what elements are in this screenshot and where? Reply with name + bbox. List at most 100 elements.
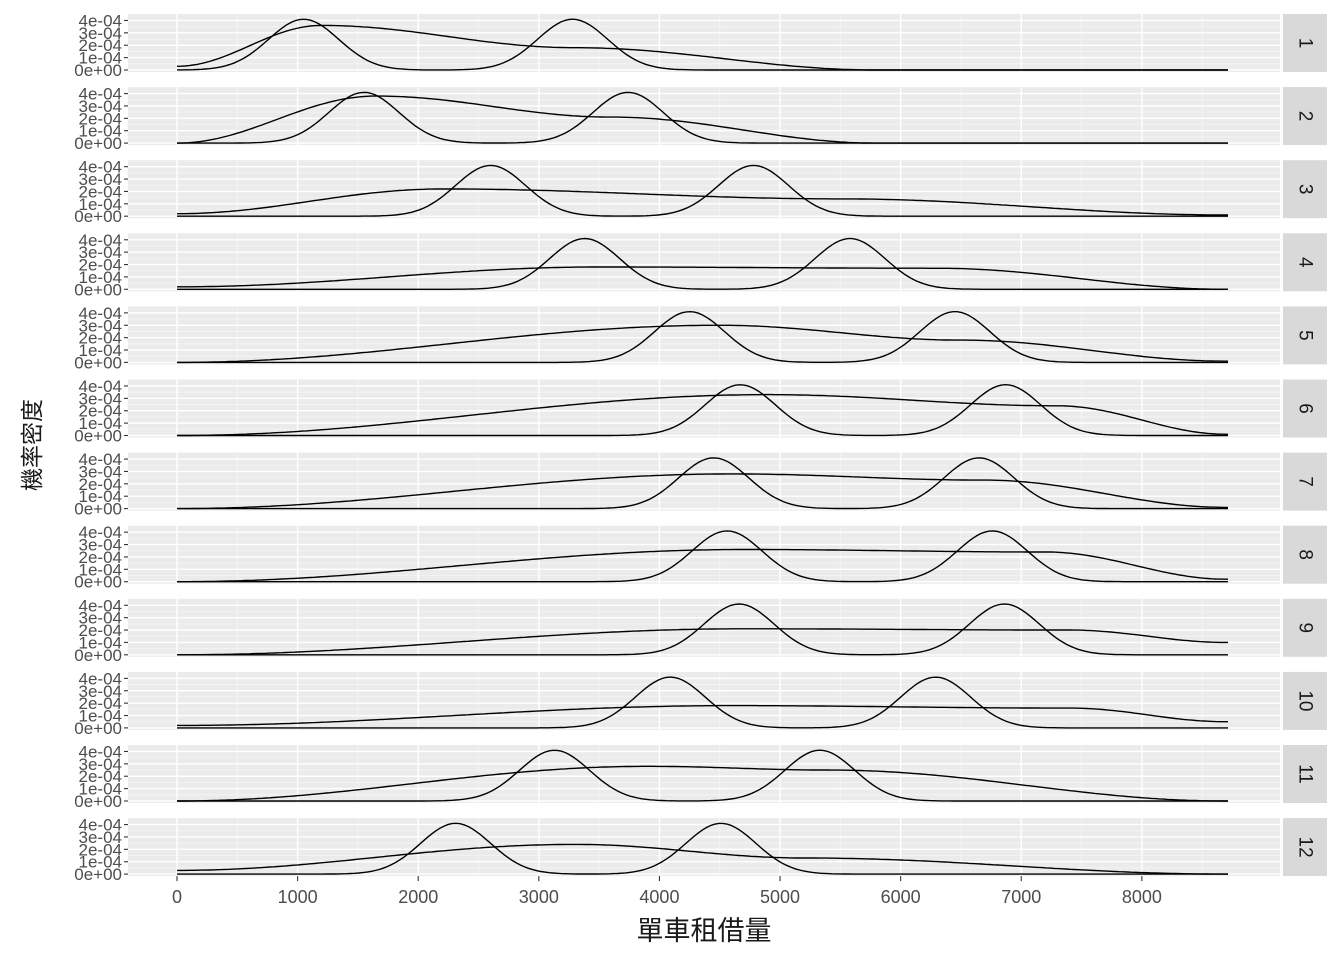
panel-background: [128, 452, 1280, 511]
y-tick-label: 4e-04: [79, 377, 122, 396]
y-axis-title: 機率密度: [20, 399, 46, 491]
y-tick-label: 0e+00: [74, 61, 122, 80]
y-tick-label: 2e-04: [79, 475, 122, 494]
facet-strip: [1283, 525, 1327, 584]
y-tick-label: 3e-04: [79, 316, 122, 335]
density-curve-bimodal: [177, 822, 1228, 875]
y-tick-label: 0e+00: [74, 792, 122, 811]
facet-strip: [1283, 160, 1327, 219]
density-curve-broad: [177, 393, 1229, 437]
facet-strip-label: 7: [1295, 476, 1316, 487]
density-curve-bimodal: [177, 237, 1228, 290]
y-tick-label: 1e-04: [79, 853, 122, 872]
density-curve-broad: [177, 266, 1228, 290]
facet-strip-label: 8: [1295, 549, 1316, 560]
facet-strip: [1283, 818, 1327, 877]
y-tick-label: 0e+00: [74, 280, 122, 299]
facet-strip: [1283, 671, 1327, 730]
density-curve-broad: [177, 628, 1228, 656]
y-tick-label: 3e-04: [79, 389, 122, 408]
panel-background: [128, 14, 1280, 72]
y-tick-label: 3e-04: [79, 536, 122, 555]
facet-strip: [1283, 306, 1327, 365]
y-tick-label: 1e-04: [79, 414, 122, 433]
y-tick-label: 4e-04: [79, 816, 122, 835]
panel-background: [128, 525, 1280, 584]
y-tick-label: 3e-04: [79, 828, 122, 847]
x-tick-label: 7000: [1001, 887, 1041, 907]
y-tick-label: 3e-04: [79, 170, 122, 189]
y-tick-label: 3e-04: [79, 609, 122, 628]
y-tick-label: 4e-04: [79, 304, 122, 323]
facet-strip-label: 4: [1295, 257, 1316, 268]
y-tick-label: 0e+00: [74, 573, 122, 592]
y-tick-label: 3e-04: [79, 682, 122, 701]
y-tick-label: 1e-04: [79, 341, 122, 360]
y-tick-label: 4e-04: [79, 11, 122, 30]
y-tick-label: 1e-04: [79, 487, 122, 506]
x-tick-label: 5000: [760, 887, 800, 907]
facet-strip: [1283, 379, 1327, 438]
density-curve-bimodal: [177, 603, 1228, 656]
y-tick-label: 4e-04: [79, 231, 122, 250]
y-tick-label: 2e-04: [79, 548, 122, 567]
y-tick-label: 4e-04: [79, 523, 122, 542]
y-tick-label: 2e-04: [79, 109, 122, 128]
x-tick-label: 8000: [1122, 887, 1162, 907]
y-tick-label: 4e-04: [79, 450, 122, 469]
y-tick-label: 0e+00: [74, 353, 122, 372]
x-axis-title: 單車租借量: [637, 916, 772, 947]
y-tick-label: 4e-04: [79, 742, 122, 761]
facet-strip-label: 2: [1295, 111, 1316, 122]
y-tick-label: 2e-04: [79, 840, 122, 859]
density-curve-bimodal: [177, 164, 1228, 217]
y-tick-label: 1e-04: [79, 707, 122, 726]
y-tick-label: 0e+00: [74, 134, 122, 153]
panel-background: [128, 160, 1280, 219]
y-tick-label: 1e-04: [79, 560, 122, 579]
y-tick-label: 2e-04: [79, 621, 122, 640]
y-tick-label: 2e-04: [79, 402, 122, 421]
y-tick-label: 0e+00: [74, 719, 122, 738]
x-tick-label: 3000: [519, 887, 559, 907]
y-tick-label: 0e+00: [74, 865, 122, 884]
y-tick-label: 0e+00: [74, 646, 122, 665]
facet-strip: [1283, 452, 1327, 511]
density-curve-broad: [177, 548, 1228, 583]
y-tick-label: 1e-04: [79, 633, 122, 652]
x-axis: 0 1000 2000 3000 4000 5000 6000 7000 8000: [172, 876, 1162, 907]
facet-strip-label: 3: [1295, 184, 1316, 195]
panels-layer: 0e+001e-042e-043e-044e-0410e+001e-042e-0…: [74, 11, 1327, 884]
panel-background: [128, 671, 1280, 730]
facet-strip-label: 1: [1295, 38, 1316, 49]
density-curve-bimodal: [177, 457, 1228, 510]
y-tick-label: 1e-04: [79, 49, 122, 68]
density-curve-bimodal: [177, 310, 1228, 364]
y-tick-label: 2e-04: [79, 36, 122, 55]
facet-strip-label: 10: [1295, 690, 1316, 711]
y-tick-label: 2e-04: [79, 694, 122, 713]
density-curve-broad: [177, 473, 1228, 510]
density-curve-broad: [177, 188, 1228, 216]
panel-background: [128, 379, 1280, 438]
density-curve-bimodal: [177, 676, 1228, 729]
panel-background: [128, 598, 1280, 657]
facet-strip-label: 12: [1295, 837, 1316, 858]
facet-strip: [1283, 87, 1327, 146]
y-tick-label: 0e+00: [74, 427, 122, 446]
density-curve-bimodal: [177, 749, 1228, 802]
density-curve-broad: [176, 24, 1228, 71]
x-tick-label: 0: [172, 887, 182, 907]
y-tick-label: 3e-04: [79, 462, 122, 481]
y-tick-label: 4e-04: [79, 669, 122, 688]
density-curve-broad: [177, 95, 1228, 144]
facet-strip-label: 5: [1295, 330, 1316, 341]
